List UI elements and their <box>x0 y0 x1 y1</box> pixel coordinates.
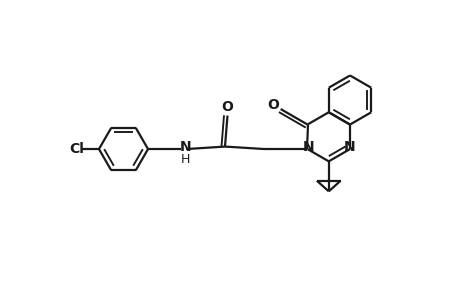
Text: N: N <box>343 140 355 154</box>
Text: O: O <box>267 98 279 112</box>
Text: N: N <box>179 140 191 154</box>
Text: O: O <box>221 100 233 114</box>
Text: Cl: Cl <box>69 142 84 156</box>
Text: N: N <box>302 140 313 154</box>
Text: H: H <box>180 153 190 166</box>
